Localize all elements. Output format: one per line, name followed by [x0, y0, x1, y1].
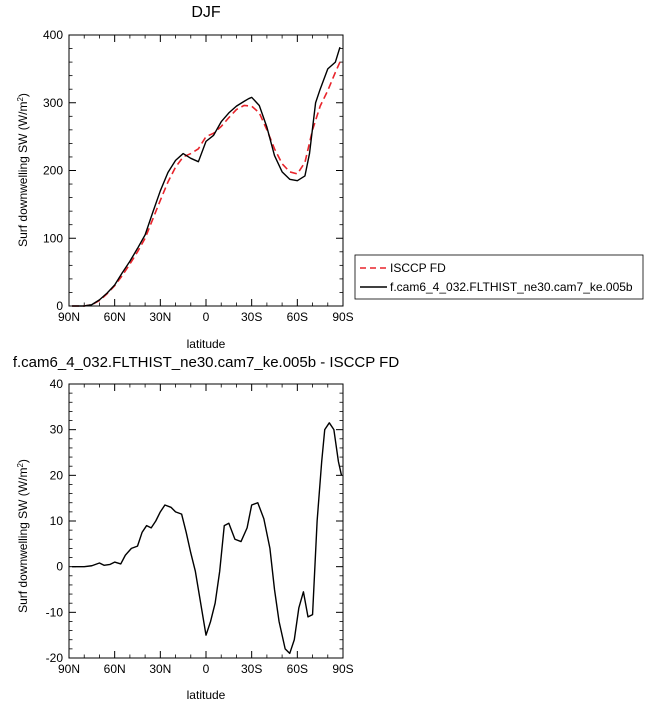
- series-line-model: [72, 422, 343, 655]
- x-tick-label: 60N: [104, 310, 126, 324]
- x-tick-label: 30N: [149, 310, 171, 324]
- x-tick-label: 30S: [241, 310, 262, 324]
- bottom-panel-frame: [68, 383, 344, 659]
- y-tick-label: 10: [50, 514, 64, 528]
- y-tick-label: 0: [56, 299, 63, 313]
- x-tick-label: 60S: [287, 310, 308, 324]
- y-tick-label: 300: [43, 96, 63, 110]
- top-panel-ylabel-sup: 2: [16, 97, 25, 102]
- y-tick-label: -20: [46, 651, 64, 665]
- x-tick-label: 60N: [104, 662, 126, 676]
- y-tick-label: 200: [43, 164, 63, 178]
- y-tick-label: 30: [50, 423, 64, 437]
- bottom-panel-title: f.cam6_4_032.FLTHIST_ne30.cam7_ke.005b -…: [13, 354, 399, 371]
- top-panel-xlabel: latitude: [187, 337, 226, 351]
- top-panel-title: DJF: [191, 4, 221, 21]
- series-line-model: [72, 46, 341, 307]
- x-tick-label: 30N: [149, 662, 171, 676]
- bottom-panel-xlabel: latitude: [187, 688, 226, 702]
- series-line-isccp: [72, 61, 341, 307]
- bottom-panel-difference: f.cam6_4_032.FLTHIST_ne30.cam7_ke.005b -…: [13, 354, 399, 702]
- x-tick-label: 60S: [287, 662, 308, 676]
- x-tick-label: 0: [203, 662, 210, 676]
- x-tick-label: 30S: [241, 662, 262, 676]
- y-tick-label: 40: [50, 377, 64, 391]
- x-tick-label: 90N: [58, 310, 80, 324]
- legend-label-isccp: ISCCP FD: [390, 261, 446, 275]
- x-tick-label: 90S: [332, 662, 353, 676]
- x-tick-label: 90S: [332, 310, 353, 324]
- y-tick-label: 0: [56, 560, 63, 574]
- x-tick-label: 90N: [58, 662, 80, 676]
- legend-box: [354, 254, 644, 300]
- bottom-panel-ylabel-sup: 2: [16, 463, 25, 468]
- legend: ISCCP FD f.cam6_4_032.FLTHIST_ne30.cam7_…: [354, 254, 644, 300]
- legend-label-model: f.cam6_4_032.FLTHIST_ne30.cam7_ke.005b: [390, 280, 633, 294]
- bottom-panel-ylabel: Surf downwelling SW (W/m2): [16, 459, 31, 613]
- top-panel-djf: DJF Surf downwelling SW (W/m2) latitude …: [16, 4, 354, 351]
- top-panel-frame: [68, 34, 344, 307]
- y-tick-label: 400: [43, 28, 63, 42]
- y-tick-label: 20: [50, 468, 64, 482]
- y-tick-label: -10: [46, 605, 64, 619]
- x-tick-label: 0: [203, 310, 210, 324]
- top-panel-ylabel: Surf downwelling SW (W/m2): [16, 93, 31, 247]
- y-tick-label: 100: [43, 231, 63, 245]
